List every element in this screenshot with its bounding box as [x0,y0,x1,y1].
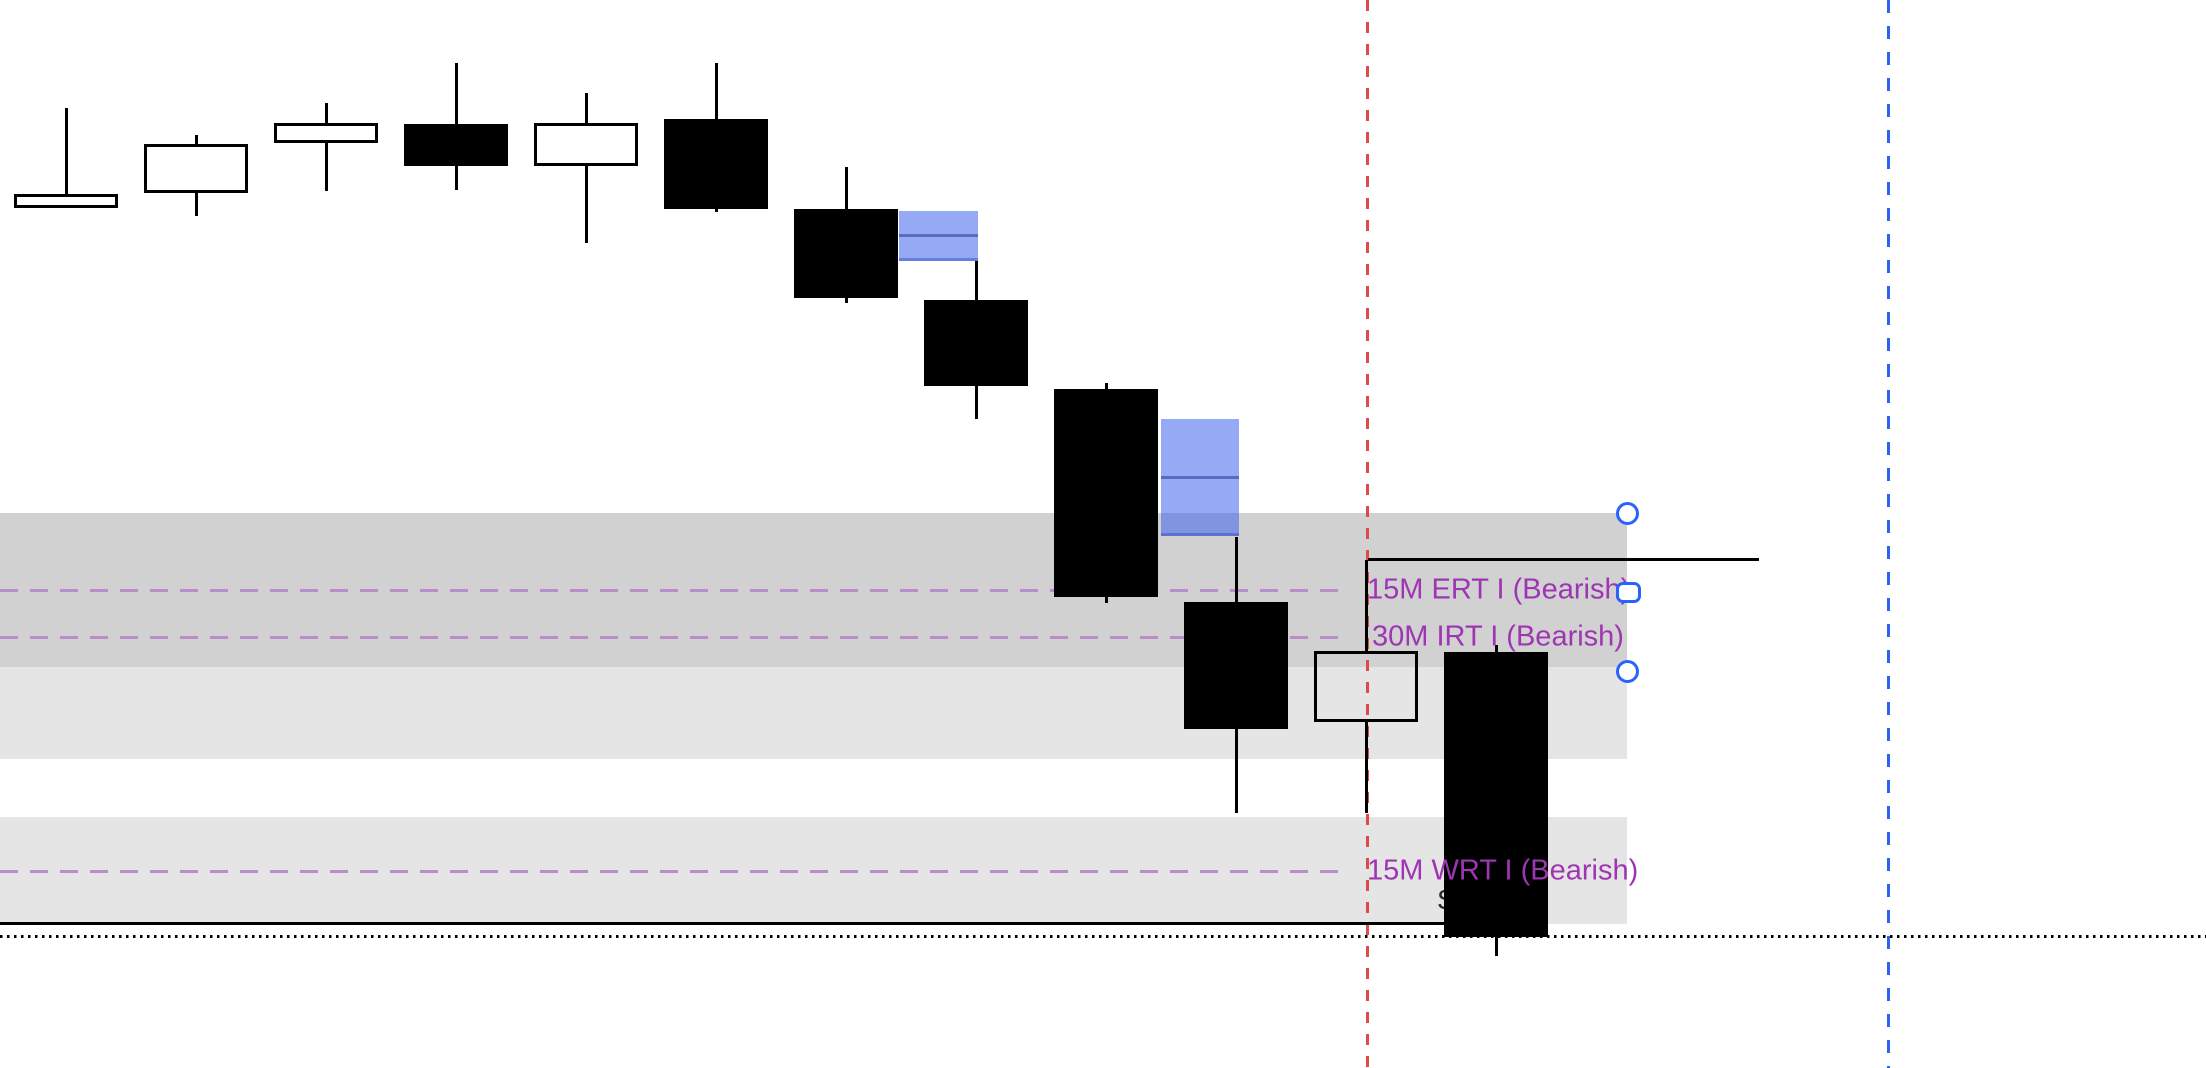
candle-lower-wick [194,193,198,216]
candle-lower-wick [324,143,328,191]
candle-body-bullish [14,194,118,208]
candle-upper-wick [64,108,68,194]
indicator-level-dashed-line [0,870,1348,873]
candle-body-bearish [1444,652,1548,937]
candle-lower-wick [584,166,588,243]
blue-vertical-dashed-line[interactable] [1887,0,1890,1068]
candle-body-bearish [664,119,768,209]
candle-body-bullish [274,123,378,143]
gray-zone-2[interactable] [0,667,1627,759]
selection-handle-circle[interactable] [1616,502,1639,525]
candle-body-bullish [144,144,248,193]
candle-body-bearish [1054,389,1158,597]
top-horizontal-ray[interactable] [1368,557,1759,561]
indicator-level-label: 15M WRT I (Bearish) [1367,854,1639,887]
candle-body-bearish [794,209,898,298]
indicator-level-label: 30M IRT I (Bearish) [1372,620,1624,653]
candle-body-bearish [924,300,1028,386]
indicator-level-dashed-line [0,589,1348,592]
candle-body-bullish [534,123,638,166]
zone-midline [1161,476,1239,479]
bottom-dotted-line [0,935,2206,938]
candle-upper-wick [194,135,198,144]
zone-midline [899,234,978,237]
candle-upper-wick [584,93,588,123]
candle-upper-wick [324,103,328,123]
red-vertical-dashed-line[interactable] [1366,0,1369,1068]
indicator-level-label: 15M ERT I (Bearish) [1367,573,1631,606]
candle-lower-wick [1364,722,1368,813]
candle-upper-wick [1364,560,1368,651]
candle-body-bearish [404,124,508,166]
selection-handle-circle[interactable] [1616,660,1639,683]
indicator-level-dashed-line [0,636,1348,639]
candle-body-bullish [1314,651,1418,722]
selection-handle-square[interactable] [1616,582,1641,603]
candle-body-bearish [1184,602,1288,729]
bottom-horizontal-ray[interactable] [0,922,1500,925]
